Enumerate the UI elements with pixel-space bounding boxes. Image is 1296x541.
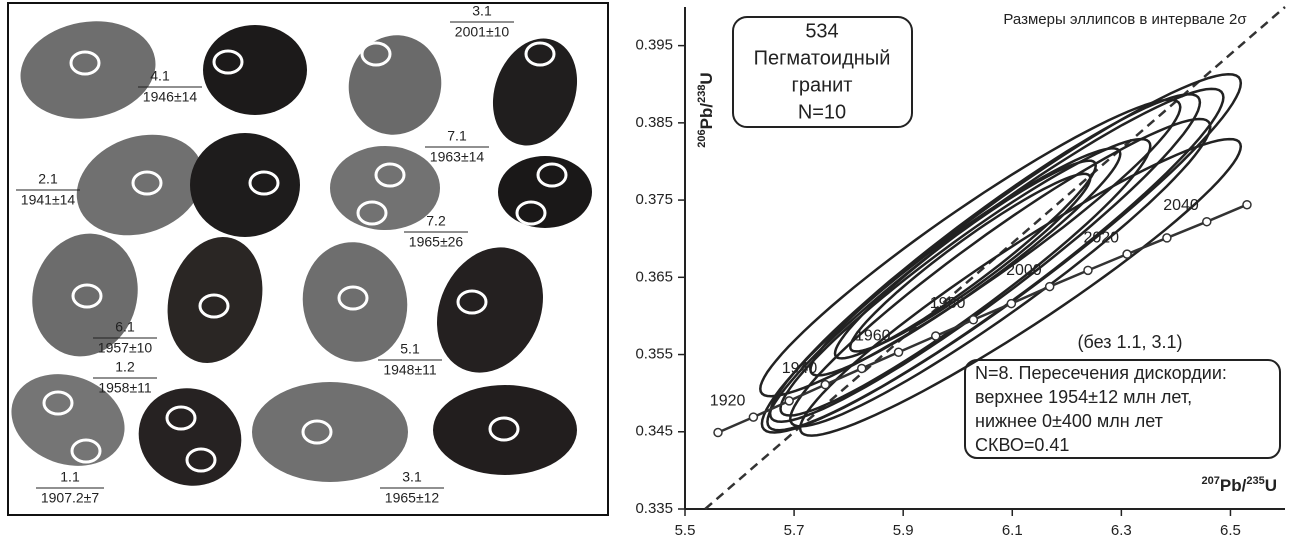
isotope-mass: 235 xyxy=(1246,475,1264,487)
isotope-mass: 238 xyxy=(696,85,708,103)
spot-label: 3.1 xyxy=(472,3,492,19)
age-label: 1965±12 xyxy=(385,490,440,506)
age-marker xyxy=(932,332,940,340)
x-tick-label: 6.3 xyxy=(1111,522,1132,539)
age-label: 1963±14 xyxy=(430,149,485,165)
x-tick-label: 6.1 xyxy=(1002,522,1023,539)
result-box-line: нижнее 0±400 млн лет xyxy=(975,411,1163,431)
age-label: 1941±14 xyxy=(21,192,76,208)
age-marker xyxy=(1123,250,1131,258)
age-label: 2000 xyxy=(1006,262,1042,279)
age-label: 2001±10 xyxy=(455,24,510,40)
element: Pb/ xyxy=(697,103,716,130)
age-marker xyxy=(1163,234,1171,242)
x-tick-label: 5.9 xyxy=(893,522,914,539)
tl-grain xyxy=(433,385,577,475)
sample-box-line: гранит xyxy=(792,74,853,96)
element: U xyxy=(1265,476,1277,495)
age-marker xyxy=(1203,218,1211,226)
y-tick-label: 0.395 xyxy=(635,37,673,54)
x-tick-label: 5.7 xyxy=(784,522,805,539)
y-tick-label: 0.365 xyxy=(635,268,673,285)
sample-box-line: Пегматоидный xyxy=(754,47,891,69)
sample-box-line: N=10 xyxy=(798,101,846,123)
age-label: 1940 xyxy=(782,360,818,377)
element: U xyxy=(697,72,716,84)
x-tick-label: 5.5 xyxy=(675,522,696,539)
age-marker xyxy=(1046,283,1054,291)
age-marker xyxy=(714,429,722,437)
age-label: 1965±26 xyxy=(409,234,464,250)
age-label: 1960 xyxy=(855,327,891,344)
age-marker xyxy=(1007,300,1015,308)
age-marker xyxy=(1084,266,1092,274)
y-tick-label: 0.385 xyxy=(635,114,673,131)
age-marker xyxy=(858,364,866,372)
y-label: 206Pb/238U xyxy=(696,72,717,147)
spot-label: 7.1 xyxy=(447,128,467,144)
spot-label: 4.1 xyxy=(150,68,170,84)
grain-panel: 4.1 1946±14 3.1 2001±10 2.1 1941±14 7.1 … xyxy=(0,3,608,515)
result-box-line: СКВО=0.41 xyxy=(975,435,1069,455)
spot-label: 1.1 xyxy=(60,469,80,485)
result-box-line: N=8. Пересечения дискордии: xyxy=(975,363,1227,383)
excluded-note: (без 1.1, 3.1) xyxy=(1077,332,1182,352)
y-tick-label: 0.345 xyxy=(635,423,673,440)
tl-grain xyxy=(190,133,300,237)
x-label: 207Pb/235U xyxy=(1202,475,1277,496)
spot-label: 6.1 xyxy=(115,319,135,335)
age-marker xyxy=(821,381,829,389)
spot-label: 7.2 xyxy=(426,213,446,229)
y-tick-label: 0.355 xyxy=(635,346,673,363)
spot-label: 5.1 xyxy=(400,341,420,357)
age-label: 1980 xyxy=(930,295,966,312)
isotope-mass: 206 xyxy=(696,129,708,147)
note: Размеры эллипсов в интервале 2σ xyxy=(1003,11,1247,28)
age-label: 1907.2±7 xyxy=(41,490,100,506)
age-label: 1957±10 xyxy=(98,340,153,356)
age-marker xyxy=(749,413,757,421)
age-label: 1920 xyxy=(710,392,746,409)
age-marker xyxy=(969,316,977,324)
age-label: 2040 xyxy=(1163,197,1199,214)
concordia-chart: 0.335 0.345 0.355 0.365 0.375 0.385 0.395 5.5 5.… xyxy=(635,7,1285,539)
y-tick-label: 0.375 xyxy=(635,191,673,208)
age-label: 1958±11 xyxy=(98,380,152,396)
age-label: 1948±11 xyxy=(383,362,437,378)
isotope-mass: 207 xyxy=(1202,475,1220,487)
result-box-line: верхнее 1954±12 млн лет, xyxy=(975,387,1192,407)
age-label: 1946±14 xyxy=(143,89,198,105)
element: Pb/ xyxy=(1220,476,1247,495)
age-marker xyxy=(895,348,903,356)
spot-label: 3.1 xyxy=(402,469,422,485)
figure: 4.1 1946±14 3.1 2001±10 2.1 1941±14 7.1 … xyxy=(0,0,1296,541)
age-marker xyxy=(1243,201,1251,209)
sample-box-line: 534 xyxy=(805,20,838,42)
y-tick-label: 0.335 xyxy=(635,500,673,517)
spot-label: 2.1 xyxy=(38,171,58,187)
age-marker xyxy=(785,397,793,405)
age-label: 2020 xyxy=(1083,229,1119,246)
spot-label: 1.2 xyxy=(115,359,135,375)
x-tick-label: 6.5 xyxy=(1220,522,1241,539)
